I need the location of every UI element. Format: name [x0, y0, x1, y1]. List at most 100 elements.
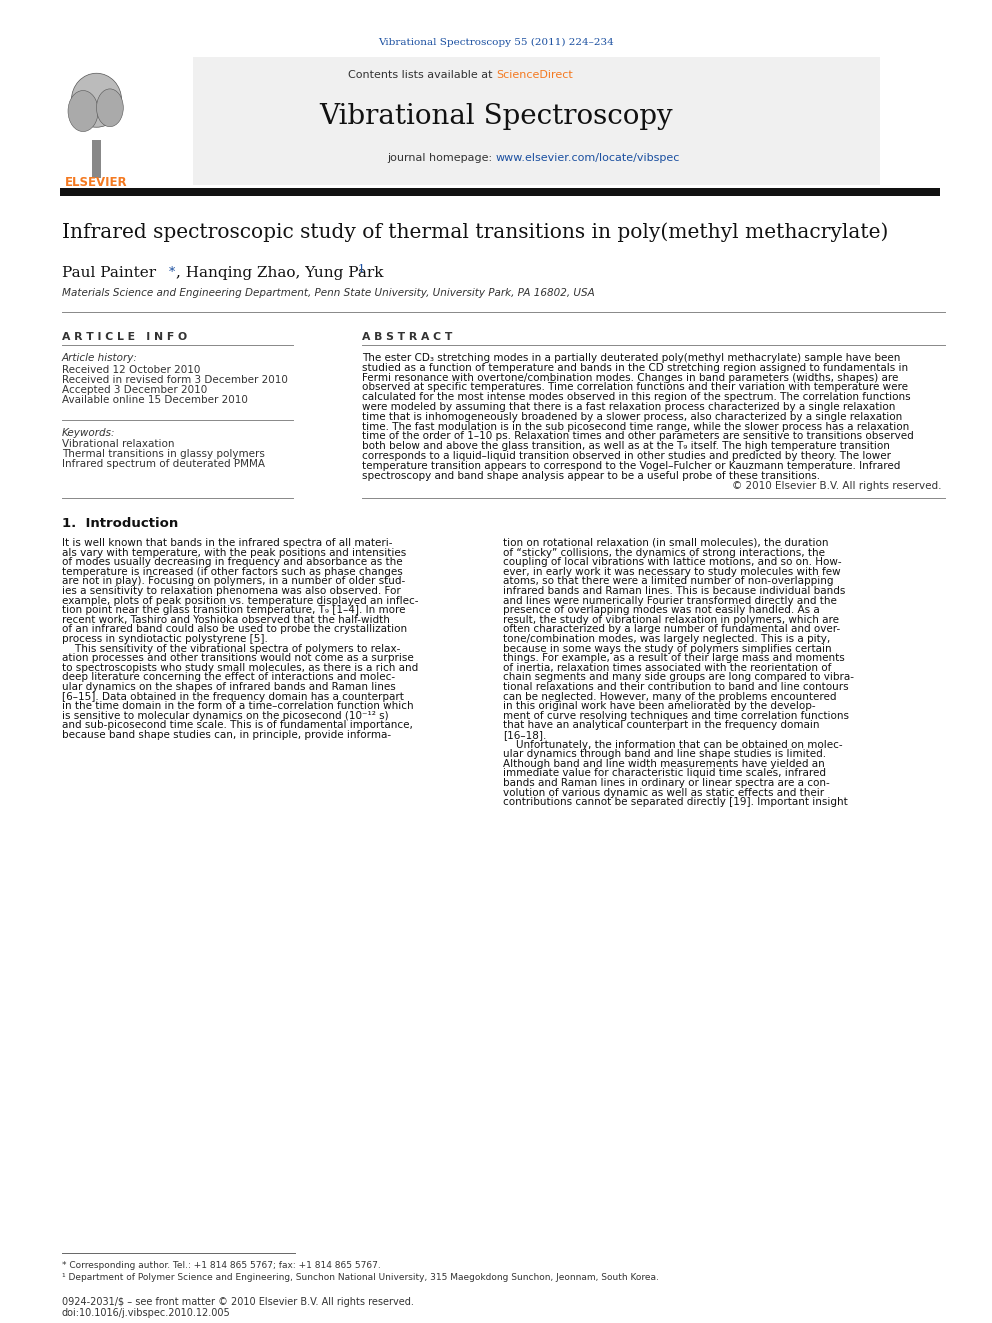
- Text: because in some ways the study of polymers simplifies certain: because in some ways the study of polyme…: [503, 643, 831, 654]
- Text: things. For example, as a result of their large mass and moments: things. For example, as a result of thei…: [503, 654, 845, 663]
- Text: of an infrared band could also be used to probe the crystallization: of an infrared band could also be used t…: [62, 624, 407, 635]
- Text: Article history:: Article history:: [62, 353, 138, 363]
- Text: Received 12 October 2010: Received 12 October 2010: [62, 365, 200, 374]
- Text: Available online 15 December 2010: Available online 15 December 2010: [62, 396, 248, 405]
- Text: A B S T R A C T: A B S T R A C T: [362, 332, 452, 343]
- Text: A R T I C L E   I N F O: A R T I C L E I N F O: [62, 332, 187, 343]
- Text: infrared bands and Raman lines. This is because individual bands: infrared bands and Raman lines. This is …: [503, 586, 845, 595]
- Text: 1.  Introduction: 1. Introduction: [62, 517, 179, 531]
- Text: often characterized by a large number of fundamental and over-: often characterized by a large number of…: [503, 624, 840, 635]
- Text: volution of various dynamic as well as static effects and their: volution of various dynamic as well as s…: [503, 787, 824, 798]
- Text: ment of curve resolving techniques and time correlation functions: ment of curve resolving techniques and t…: [503, 710, 849, 721]
- Text: Unfortunately, the information that can be obtained on molec-: Unfortunately, the information that can …: [503, 740, 842, 750]
- Text: Keywords:: Keywords:: [62, 429, 115, 438]
- Text: were modeled by assuming that there is a fast relaxation process characterized b: were modeled by assuming that there is a…: [362, 402, 896, 411]
- Text: corresponds to a liquid–liquid transition observed in other studies and predicte: corresponds to a liquid–liquid transitio…: [362, 451, 891, 460]
- Text: result, the study of vibrational relaxation in polymers, which are: result, the study of vibrational relaxat…: [503, 615, 839, 624]
- Text: spectroscopy and band shape analysis appear to be a useful probe of these transi: spectroscopy and band shape analysis app…: [362, 471, 820, 480]
- Text: Vibrational Spectroscopy: Vibrational Spectroscopy: [319, 102, 673, 130]
- Text: both below and above the glass transition, as well as at the T₉ itself. The high: both below and above the glass transitio…: [362, 441, 890, 451]
- Text: journal homepage:: journal homepage:: [387, 153, 496, 163]
- Ellipse shape: [68, 90, 98, 131]
- Text: immediate value for characteristic liquid time scales, infrared: immediate value for characteristic liqui…: [503, 769, 826, 778]
- Text: chain segments and many side groups are long compared to vibra-: chain segments and many side groups are …: [503, 672, 854, 683]
- Text: studied as a function of temperature and bands in the CD stretching region assig: studied as a function of temperature and…: [362, 363, 908, 373]
- Text: to spectroscopists who study small molecules, as there is a rich and: to spectroscopists who study small molec…: [62, 663, 419, 673]
- Text: Accepted 3 December 2010: Accepted 3 December 2010: [62, 385, 207, 396]
- Text: It is well known that bands in the infrared spectra of all materi-: It is well known that bands in the infra…: [62, 538, 393, 548]
- Text: ¹ Department of Polymer Science and Engineering, Sunchon National University, 31: ¹ Department of Polymer Science and Engi…: [62, 1274, 659, 1282]
- Text: ies a sensitivity to relaxation phenomena was also observed. For: ies a sensitivity to relaxation phenomen…: [62, 586, 401, 595]
- Text: bands and Raman lines in ordinary or linear spectra are a con-: bands and Raman lines in ordinary or lin…: [503, 778, 829, 789]
- Ellipse shape: [96, 89, 123, 127]
- Text: ScienceDirect: ScienceDirect: [496, 70, 572, 79]
- Text: contributions cannot be separated directly [19]. Important insight: contributions cannot be separated direct…: [503, 798, 848, 807]
- Text: Thermal transitions in glassy polymers: Thermal transitions in glassy polymers: [62, 448, 265, 459]
- Bar: [60, 57, 193, 185]
- Text: ation processes and other transitions would not come as a surprise: ation processes and other transitions wo…: [62, 654, 414, 663]
- Text: temperature is increased (if other factors such as phase changes: temperature is increased (if other facto…: [62, 566, 403, 577]
- Text: and sub-picosecond time scale. This is of fundamental importance,: and sub-picosecond time scale. This is o…: [62, 721, 413, 730]
- Bar: [60, 188, 940, 196]
- Text: www.elsevier.com/locate/vibspec: www.elsevier.com/locate/vibspec: [496, 153, 681, 163]
- Text: Contents lists available at: Contents lists available at: [348, 70, 496, 79]
- Text: The ester CD₃ stretching modes in a partially deuterated poly(methyl methacrylat: The ester CD₃ stretching modes in a part…: [362, 353, 901, 363]
- Text: als vary with temperature, with the peak positions and intensities: als vary with temperature, with the peak…: [62, 548, 407, 557]
- Text: , Hanqing Zhao, Yung Park: , Hanqing Zhao, Yung Park: [177, 266, 384, 280]
- Text: * Corresponding author. Tel.: +1 814 865 5767; fax: +1 814 865 5767.: * Corresponding author. Tel.: +1 814 865…: [62, 1261, 381, 1270]
- Text: Fermi resonance with overtone/combination modes. Changes in band parameters (wid: Fermi resonance with overtone/combinatio…: [362, 373, 899, 382]
- Text: ELSEVIER: ELSEVIER: [65, 176, 128, 189]
- Text: in the time domain in the form of a time–correlation function which: in the time domain in the form of a time…: [62, 701, 414, 712]
- Text: temperature transition appears to correspond to the Vogel–Fulcher or Kauzmann te: temperature transition appears to corres…: [362, 460, 901, 471]
- Text: observed at specific temperatures. Time correlation functions and their variatio: observed at specific temperatures. Time …: [362, 382, 908, 393]
- Text: small description
text here: small description text here: [917, 135, 950, 144]
- Text: © 2010 Elsevier B.V. All rights reserved.: © 2010 Elsevier B.V. All rights reserved…: [732, 482, 942, 491]
- Text: 0924-2031/$ – see front matter © 2010 Elsevier B.V. All rights reserved.: 0924-2031/$ – see front matter © 2010 El…: [62, 1297, 414, 1307]
- Text: Vibrational Spectroscopy 55 (2011) 224–234: Vibrational Spectroscopy 55 (2011) 224–2…: [378, 37, 614, 46]
- Text: tional relaxations and their contribution to band and line contours: tional relaxations and their contributio…: [503, 681, 848, 692]
- Bar: [92, 140, 100, 179]
- Text: Although band and line width measurements have yielded an: Although band and line width measurement…: [503, 759, 824, 769]
- Text: deep literature concerning the effect of interactions and molec-: deep literature concerning the effect of…: [62, 672, 395, 683]
- Text: presence of overlapping modes was not easily handled. As a: presence of overlapping modes was not ea…: [503, 605, 819, 615]
- Text: 1: 1: [357, 265, 365, 274]
- Text: time of the order of 1–10 ps. Relaxation times and other parameters are sensitiv: time of the order of 1–10 ps. Relaxation…: [362, 431, 914, 442]
- Text: in this original work have been ameliorated by the develop-: in this original work have been ameliora…: [503, 701, 815, 712]
- Text: calculated for the most intense modes observed in this region of the spectrum. T: calculated for the most intense modes ob…: [362, 392, 911, 402]
- Text: tion on rotational relaxation (in small molecules), the duration: tion on rotational relaxation (in small …: [503, 538, 828, 548]
- Text: ular dynamics through band and line shape studies is limited.: ular dynamics through band and line shap…: [503, 749, 826, 759]
- Text: Materials Science and Engineering Department, Penn State University, University : Materials Science and Engineering Depart…: [62, 288, 595, 298]
- Text: time. The fast modulation is in the sub picosecond time range, while the slower : time. The fast modulation is in the sub …: [362, 422, 910, 431]
- Text: because band shape studies can, in principle, provide informa-: because band shape studies can, in princ…: [62, 730, 391, 740]
- Text: Received in revised form 3 December 2010: Received in revised form 3 December 2010: [62, 374, 288, 385]
- Bar: [60, 57, 880, 185]
- Text: coupling of local vibrations with lattice motions, and so on. How-: coupling of local vibrations with lattic…: [503, 557, 841, 568]
- Text: [16–18].: [16–18].: [503, 730, 547, 740]
- Text: Infrared spectroscopic study of thermal transitions in poly(methyl methacrylate): Infrared spectroscopic study of thermal …: [62, 222, 889, 242]
- Ellipse shape: [71, 73, 122, 127]
- Text: are not in play). Focusing on polymers, in a number of older stud-: are not in play). Focusing on polymers, …: [62, 577, 406, 586]
- Text: VIBRATIONAL
SPECTROSCOPY: VIBRATIONAL SPECTROSCOPY: [902, 79, 965, 93]
- Text: can be neglected. However, many of the problems encountered: can be neglected. However, many of the p…: [503, 692, 836, 701]
- Text: time that is inhomogeneously broadened by a slower process, also characterized b: time that is inhomogeneously broadened b…: [362, 411, 903, 422]
- Text: that have an analytical counterpart in the frequency domain: that have an analytical counterpart in t…: [503, 721, 819, 730]
- Text: [6–15]. Data obtained in the frequency domain has a counterpart: [6–15]. Data obtained in the frequency d…: [62, 692, 404, 701]
- Text: Paul Painter: Paul Painter: [62, 266, 156, 280]
- Text: is sensitive to molecular dynamics on the picosecond (10⁻¹² s): is sensitive to molecular dynamics on th…: [62, 710, 389, 721]
- Text: *: *: [169, 266, 176, 279]
- Text: process in syndiotactic polystyrene [5].: process in syndiotactic polystyrene [5].: [62, 634, 268, 644]
- Text: Vibrational relaxation: Vibrational relaxation: [62, 439, 175, 448]
- Text: Infrared spectrum of deuterated PMMA: Infrared spectrum of deuterated PMMA: [62, 459, 265, 468]
- Text: doi:10.1016/j.vibspec.2010.12.005: doi:10.1016/j.vibspec.2010.12.005: [62, 1308, 231, 1318]
- Text: ular dynamics on the shapes of infrared bands and Raman lines: ular dynamics on the shapes of infrared …: [62, 681, 396, 692]
- Text: of modes usually decreasing in frequency and absorbance as the: of modes usually decreasing in frequency…: [62, 557, 403, 568]
- Text: tone/combination modes, was largely neglected. This is a pity,: tone/combination modes, was largely negl…: [503, 634, 830, 644]
- Text: This sensitivity of the vibrational spectra of polymers to relax-: This sensitivity of the vibrational spec…: [62, 643, 401, 654]
- Text: example, plots of peak position vs. temperature displayed an inflec-: example, plots of peak position vs. temp…: [62, 595, 419, 606]
- Text: ever, in early work it was necessary to study molecules with few: ever, in early work it was necessary to …: [503, 566, 840, 577]
- Text: tion point near the glass transition temperature, T₉ [1–4]. In more: tion point near the glass transition tem…: [62, 605, 406, 615]
- Text: atoms, so that there were a limited number of non-overlapping: atoms, so that there were a limited numb…: [503, 577, 833, 586]
- Text: and lines were numerically Fourier transformed directly and the: and lines were numerically Fourier trans…: [503, 595, 837, 606]
- Text: of “sticky” collisions, the dynamics of strong interactions, the: of “sticky” collisions, the dynamics of …: [503, 548, 825, 557]
- Text: recent work, Tashiro and Yoshioka observed that the half-width: recent work, Tashiro and Yoshioka observ…: [62, 615, 390, 624]
